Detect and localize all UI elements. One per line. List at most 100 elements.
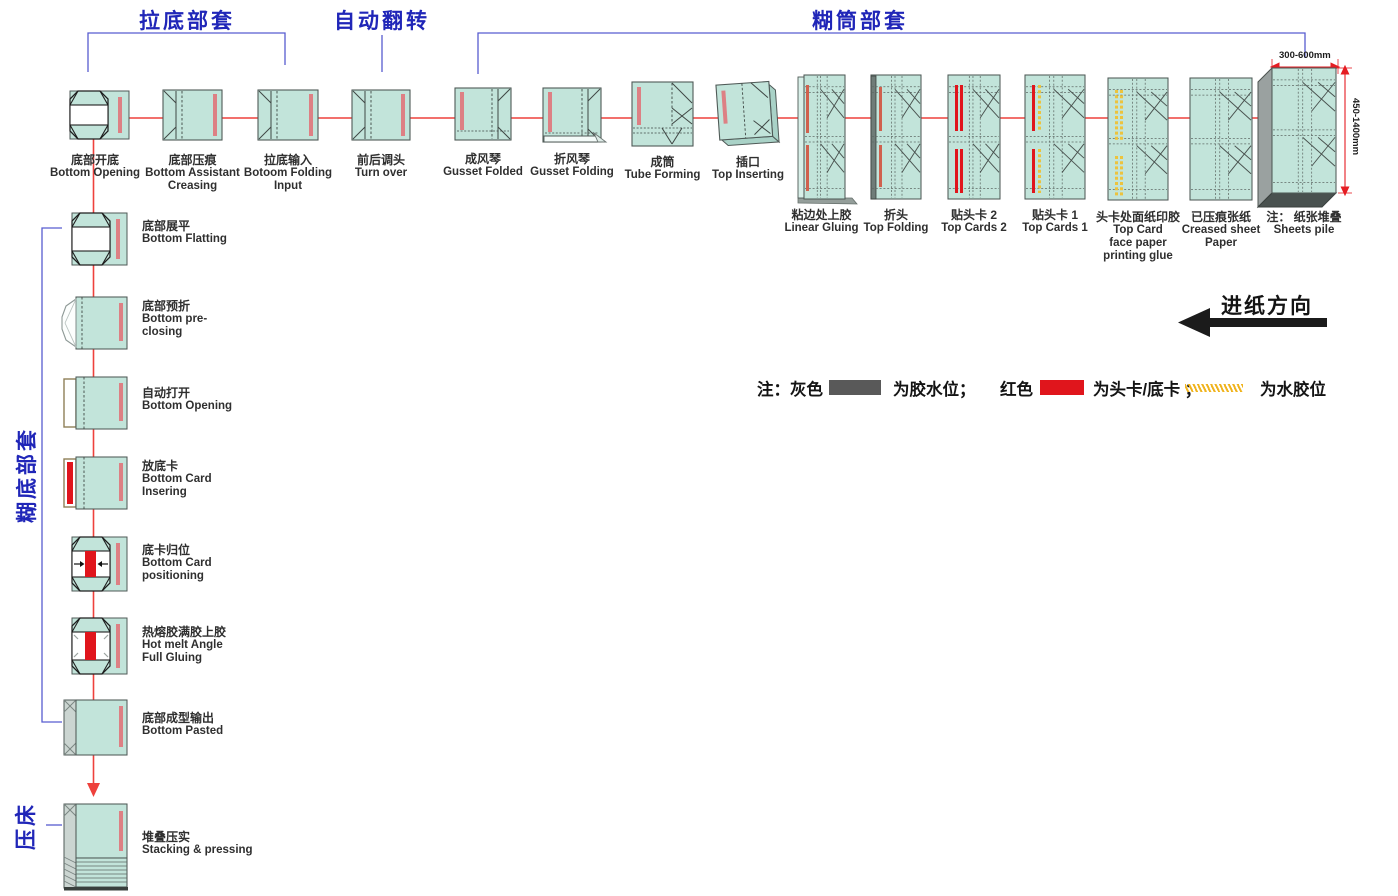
stage-label-line: 粘边处上胶 — [791, 208, 852, 222]
stage-label-line: Top Cards 1 — [1022, 222, 1088, 234]
stage-label-line: Tube Forming — [624, 169, 701, 181]
stage-label-line: Full Gluing — [142, 652, 203, 664]
stage-label-line: 底部压痕 — [168, 153, 217, 167]
bracket-ladi — [87, 32, 286, 72]
stage-shape-top-folding — [870, 74, 922, 200]
stage-label-botoom-folding-input: 拉底输入 Botoom Folding Input — [218, 154, 358, 193]
legend-red-desc: 为头卡/底卡 ； — [1093, 381, 1202, 399]
stage-label-line: Gusset Folding — [530, 166, 614, 178]
stage-label-line: positioning — [142, 570, 204, 582]
stage-label-line: Insering — [142, 486, 187, 498]
stage-label-bottom-card-positioning: 底卡归位 Bottom Card positioning — [142, 544, 292, 583]
stage-label-bottom-pasted: 底部成型输出 Bottom Pasted — [142, 712, 292, 738]
stage-label-bottom-opening-auto: 自动打开 Bottom Opening — [142, 387, 292, 413]
stage-label-line: 拉底输入 — [263, 153, 312, 167]
bracket-hudi — [41, 227, 62, 723]
legend-note: 注： — [757, 381, 790, 399]
stage-shape-top-cards-2 — [947, 74, 1001, 200]
stage-label-bottom-assistant-creasing: 底部压痕 Bottom Assistant Creasing — [123, 154, 263, 193]
stage-label-line: Linear Gluing — [784, 222, 859, 234]
stage-label-line: Bottom Assistant — [145, 167, 240, 179]
stage-label-line: 自动打开 — [142, 386, 191, 400]
stage-label-top-cards-1: 贴头卡 1 Top Cards 1 — [985, 209, 1125, 235]
stage-label-line: 贴头卡 1 — [1031, 208, 1078, 222]
feed-direction-arrow-icon — [1178, 308, 1327, 337]
section-header-fanzhuan: 自动翻转 — [334, 10, 430, 33]
stage-shape-tube-forming — [631, 81, 694, 147]
stage-label-hot-melt-full-gluing: 热熔胶满胶上胶 Hot melt Angle Full Gluing — [142, 626, 292, 665]
legend-hatch-desc: 为水胶位 — [1260, 381, 1326, 399]
stage-label-line: Botoom Folding — [243, 167, 333, 179]
stage-label-line: Input — [273, 180, 303, 192]
stage-label-line: Top Inserting — [712, 169, 784, 181]
stage-label-line: 成风琴 — [464, 152, 501, 166]
dim-width-label: 300-600mm — [1279, 50, 1331, 61]
stage-shape-top-inserting — [715, 80, 781, 146]
stage-label-line: Turn over — [354, 167, 408, 179]
stage-label-line: Gusset Folded — [443, 166, 523, 178]
stage-shape-stacking-pressing — [63, 803, 128, 891]
stage-shape-bottom-assistant-creasing — [162, 89, 223, 141]
stage-label-line: 底部预折 — [142, 299, 191, 313]
stage-label-gusset-folded: 成风琴 Gusset Folded — [413, 153, 553, 179]
stage-shape-top-cards-1 — [1024, 74, 1086, 200]
section-header-hutong: 糊筒部套 — [812, 10, 908, 33]
legend-hatch-swatch — [1185, 384, 1243, 392]
stage-label-sheets-pile: 注： 纸张堆叠 Sheets pile — [1234, 211, 1374, 237]
stage-label-top-card-printing-glue: 头卡处面纸印胶 Top Card face paper printing glue — [1068, 211, 1208, 263]
stage-label-line: Bottom pre- — [142, 313, 208, 325]
stage-label-line: 热熔胶满胶上胶 — [142, 625, 227, 639]
stage-label-line: printing glue — [1103, 250, 1173, 262]
stage-shape-top-card-printing-glue — [1107, 77, 1169, 201]
stage-shape-bottom-card-positioning — [71, 536, 128, 592]
stage-label-line: 贴头卡 2 — [950, 208, 997, 222]
feed-direction-label: 进纸方向 — [1221, 295, 1313, 318]
stage-label-line: 放底卡 — [142, 459, 179, 473]
legend-red-label: 红色 — [1000, 381, 1033, 399]
stage-label-line: Creasing — [167, 180, 218, 192]
stage-label-line: Stacking & pressing — [142, 844, 253, 856]
stage-shape-creased-sheet-paper — [1189, 77, 1253, 201]
stage-label-gusset-folding: 折风琴 Gusset Folding — [502, 153, 642, 179]
stage-label-line: closing — [142, 326, 183, 338]
stage-label-top-folding: 折头 Top Folding — [826, 209, 966, 235]
stage-shape-turn-over — [351, 89, 411, 141]
stage-label-tube-forming: 成筒 Tube Forming — [593, 156, 733, 182]
section-header-hudi: 糊底部套 — [16, 427, 39, 523]
stage-label-line: 已压痕张纸 — [1190, 210, 1251, 224]
bracket-hutong — [477, 32, 1306, 74]
stage-label-line: 底卡归位 — [142, 543, 191, 557]
section-header-ladi: 拉底部套 — [139, 10, 235, 33]
stage-label-line: Top Cards 2 — [941, 222, 1007, 234]
stage-label-line: Bottom Opening — [49, 167, 141, 179]
stage-label-line: 头卡处面纸印胶 — [1095, 210, 1180, 224]
stage-shape-hot-melt-full-gluing — [71, 617, 128, 675]
stage-label-linear-gluing: 粘边处上胶 Linear Gluing — [752, 209, 892, 235]
stage-shape-bottom-opening — [69, 90, 130, 140]
stage-label-top-inserting: 插口 Top Inserting — [678, 156, 818, 182]
stage-shape-botoom-folding-input — [257, 89, 319, 141]
stage-label-line: Bottom Flatting — [142, 233, 227, 245]
stage-label-turn-over: 前后调头 Turn over — [311, 154, 451, 180]
legend-red-swatch — [1040, 380, 1084, 395]
stage-label-line: 插口 — [735, 155, 760, 169]
stage-shape-bottom-pasted — [63, 699, 128, 756]
stage-label-line: Top Folding — [863, 222, 929, 234]
stage-shape-bottom-card-insering — [63, 456, 128, 510]
stage-shape-bottom-flatting — [71, 212, 128, 266]
legend-gray-swatch — [829, 380, 881, 395]
stage-label-bottom-flatting: 底部展平 Bottom Flatting — [142, 220, 292, 246]
legend-gray-label: 灰色 — [790, 381, 823, 399]
stage-label-line: Bottom Card — [142, 473, 212, 485]
stage-label-line: 底部成型输出 — [142, 711, 215, 725]
legend-prefix: 注：灰色 — [757, 376, 823, 400]
stage-label-line: Sheets pile — [1273, 224, 1335, 236]
flow-arrow-down-icon — [87, 783, 100, 797]
stage-label-creased-sheet-paper: 已压痕张纸 Creased sheet Paper — [1151, 211, 1291, 250]
stage-label-line: 前后调头 — [356, 153, 405, 167]
stage-shape-bottom-pre-closing — [61, 296, 128, 350]
stage-shape-linear-gluing — [797, 74, 858, 205]
stage-label-line: Bottom Card — [142, 557, 212, 569]
stage-label-line: 堆叠压实 — [142, 830, 191, 844]
